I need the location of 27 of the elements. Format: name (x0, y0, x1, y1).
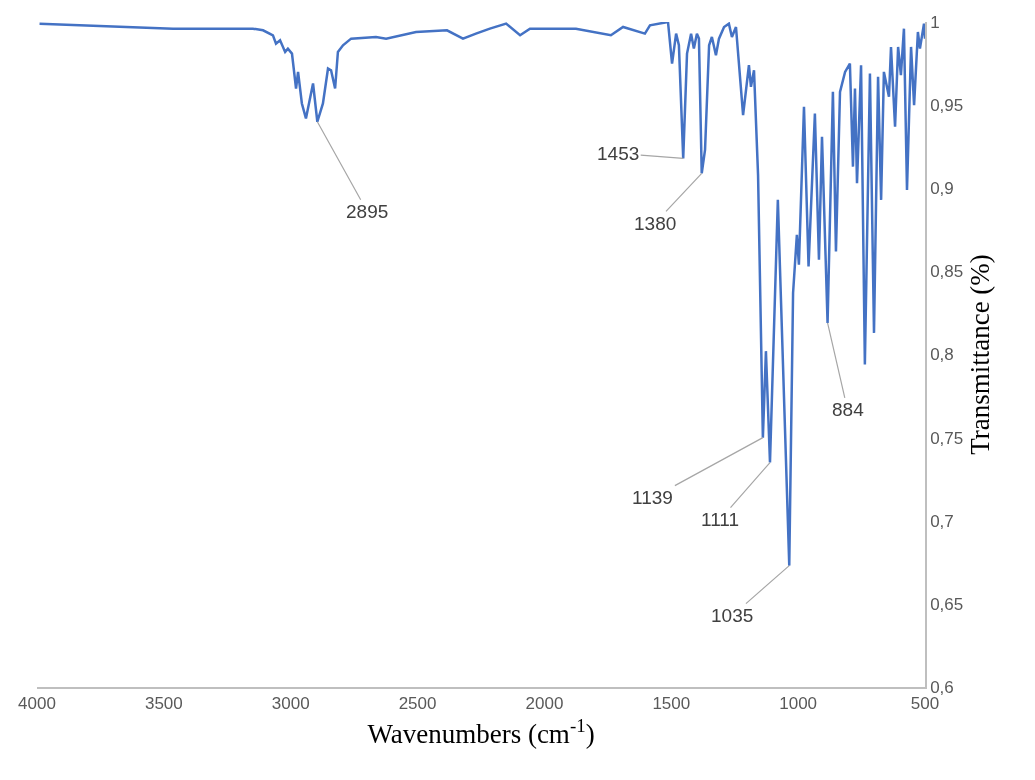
y-tick-label: 1 (930, 12, 940, 32)
x-tick-label: 3000 (271, 694, 310, 714)
y-tick-label: 0,7 (930, 511, 954, 531)
x-tick-label: 2500 (398, 694, 437, 714)
y-tick-label: 0,6 (930, 677, 954, 697)
annotation: 2895 (346, 201, 389, 222)
annotation: 1035 (711, 605, 754, 626)
x-tick-label: 2000 (525, 694, 564, 714)
annotation: 1139 (632, 487, 673, 508)
y-axis-title: Transmittance (%) (965, 254, 996, 455)
y-tick-label: 0,85 (930, 262, 964, 282)
x-tick-label: 4000 (18, 694, 56, 714)
y-tick-label: 0,75 (930, 428, 964, 448)
annotation: 1380 (634, 213, 677, 234)
annotation: 1453 (597, 143, 640, 164)
x-tick-label: 3500 (144, 694, 183, 714)
y-tick-label: 0,8 (930, 345, 954, 365)
y-tick-label: 0,9 (930, 179, 954, 199)
y-tick-label: 0,65 (930, 594, 964, 614)
annotation: 1111 (701, 509, 740, 530)
y-tick-label: 0,95 (930, 96, 964, 116)
x-tick-label: 1000 (779, 694, 818, 714)
x-axis-title: Wavenumbers (cm$^{-1}$) (367, 714, 595, 750)
line-series (38, 22, 925, 567)
x-tick-label: 500 (910, 694, 940, 714)
annotation: 884 (832, 399, 865, 420)
x-tick-label: 1500 (652, 694, 691, 714)
